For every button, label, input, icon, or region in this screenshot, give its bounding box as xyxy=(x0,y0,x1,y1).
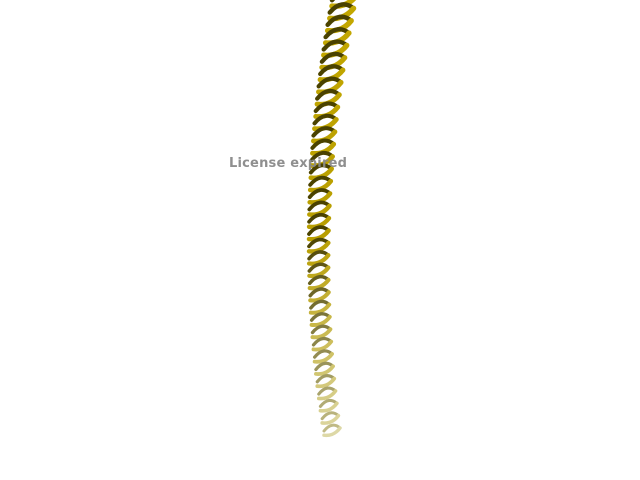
helix-coil-front xyxy=(311,339,334,352)
helix-coil-front xyxy=(316,389,338,401)
helix-coil-front xyxy=(309,314,332,328)
helix-coil-front xyxy=(306,253,331,266)
helix-coil-front xyxy=(314,364,335,376)
helix-coil-front xyxy=(312,352,334,364)
helix-coil-front xyxy=(322,426,342,438)
helix-coil-front xyxy=(315,376,337,389)
helix-coil-front xyxy=(310,327,333,340)
license-watermark: License expired xyxy=(229,156,348,171)
helix-coil-front xyxy=(320,413,341,425)
helix-coil-front xyxy=(308,290,331,303)
alpha-helix-ribbon xyxy=(306,0,357,438)
helix-coil-front xyxy=(318,401,339,413)
helix-coil-front xyxy=(307,265,331,279)
helix-coil-front xyxy=(307,277,331,291)
helix-coil-front xyxy=(308,302,332,315)
